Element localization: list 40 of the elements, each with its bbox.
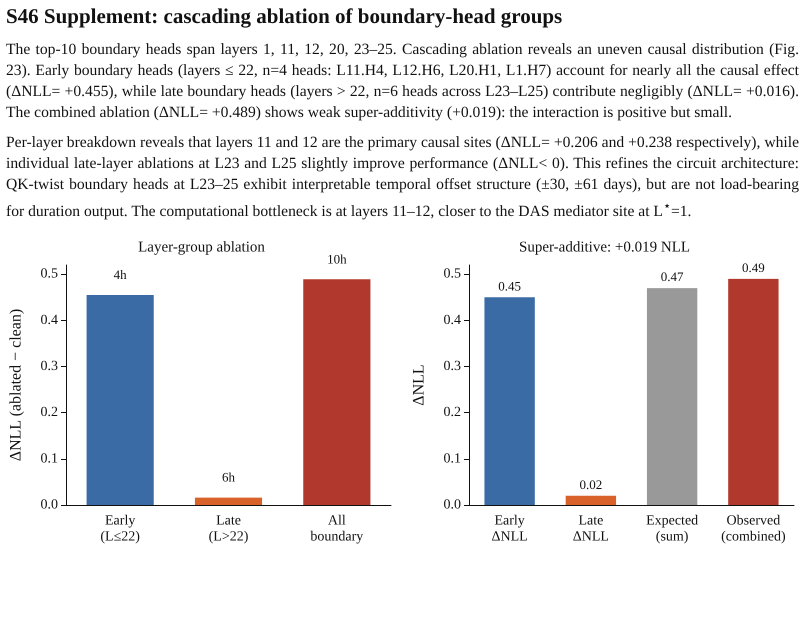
y-tick-label: 0.1 [40,452,58,467]
bar [303,279,370,506]
data-label: 0.47 [660,269,684,284]
text: The top-10 boundary heads span layers 1, 11, 12, 20, 23–25. Cascading ablation reveals an uneven causal distribution (Fig. 23). Early boundary heads (layers ≤ 22, n=4 heads: L11.H4, L12.H6, L20.H1, L1.H7) account for nearly all the causal effect (ΔNLL= +0.455), while late boundary heads (layers > 22, n=6 heads across L23–L25) contribute negligibly (ΔNLL= +0.016). The combined ablation (ΔNLL= +0.489) shows weak super-additivity (+0.019): the interaction is positive but small. [6,40,799,123]
y-tick-label: 0.0 [40,498,58,513]
x-tick-label: Late ΔNLL [572,514,609,545]
y-tick-label: 0.1 [444,452,461,467]
bar [194,498,262,506]
y-tick-label: 0.0 [444,498,461,513]
y-tick-label: 0.3 [40,359,58,374]
x-tick-label: Observed (combined) [721,514,786,545]
bar [484,297,535,506]
annotation: 6h [222,470,236,485]
x-tick-label: Late (L>22) [208,514,249,545]
y-tick-label: 0.5 [444,266,461,282]
y-tick-label: 0.5 [40,266,58,282]
bar [646,288,698,506]
y-tick-label: 0.4 [40,313,58,328]
text: Per-layer breakdown reveals that layers 11 and 12 are the primary causal sites (ΔNLL= +0.206 and +0.238 respectively), while individual late-layer ablations at L23 and L25 slightly improve performance (ΔNLL< 0). This refines the circuit architecture: QK-twist boundary heads at L23–25 exhibit interpretable temporal offset structure (±30, ±61 days), but are not load-bearing for duration output. The computational bottleneck is at layers 11–12, closer to the DAS mediator site at L$^{⋆}$=1. [6,133,799,222]
text: S46 Supplement: cascading ablation of boundary-head groups [6,4,564,29]
bar [566,496,616,506]
chart-title: Layer-group ablation [138,240,266,256]
data-label: 0.02 [580,476,602,492]
x-tick-label: Early (L≤22) [100,514,140,545]
data-label: 0.45 [498,278,521,294]
data-label: 0.49 [742,260,765,276]
annotation: 10h [327,251,348,266]
y-tick-label: 0.2 [40,405,58,420]
x-tick-label: Expected (sum) [646,514,698,545]
bar [728,279,779,506]
y-tick-label: 0.3 [444,359,461,374]
annotation: 4h [114,267,128,282]
x-tick-label: Early ΔNLL [492,514,528,545]
x-tick-label: All boundary [310,514,364,545]
y-tick-label: 0.4 [444,313,461,328]
y-tick-label: 0.2 [444,405,461,420]
y-axis-title: ΔNLL [410,364,428,406]
y-axis-title: ΔNLL (ablated − clean) [8,308,24,462]
bar [86,295,154,506]
chart-title: Super-additive: +0.019 NLL [518,240,690,256]
